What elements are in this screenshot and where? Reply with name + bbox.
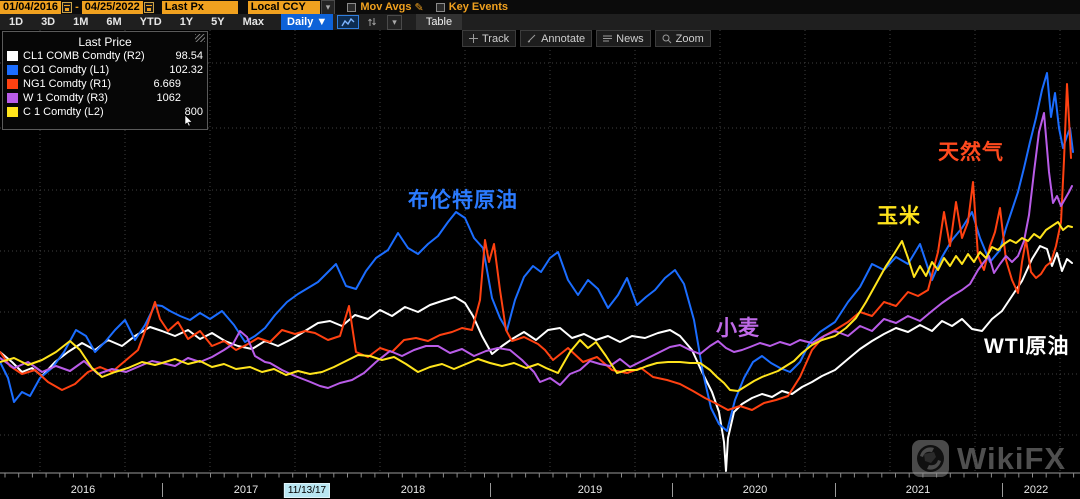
range-3d-button[interactable]: 3D bbox=[41, 16, 56, 28]
key-events-label[interactable]: Key Events bbox=[448, 1, 508, 13]
currency-caret-button[interactable]: ▾ bbox=[320, 0, 336, 15]
range-max-button[interactable]: Max bbox=[242, 16, 265, 28]
legend-row-co1[interactable]: CO1 Comdty (L1) 102.32 bbox=[3, 63, 207, 77]
cl1-label: CL1 COMB Comdty (R2) bbox=[23, 50, 145, 62]
range-5y-button[interactable]: 5Y bbox=[211, 16, 225, 28]
zoom-magnifier-icon bbox=[662, 34, 672, 43]
range-6m-button[interactable]: 6M bbox=[106, 16, 122, 28]
range-ytd-button[interactable]: YTD bbox=[139, 16, 162, 28]
co1-last-price: 102.32 bbox=[169, 64, 203, 76]
legend-resize-handle[interactable] bbox=[195, 34, 205, 42]
cl1-last-price: 98.54 bbox=[175, 50, 203, 62]
news-label: News bbox=[616, 32, 644, 45]
w1-label: W 1 Comdty (R3) bbox=[23, 92, 108, 104]
news-button[interactable]: News bbox=[596, 30, 651, 47]
c1-color-swatch bbox=[7, 107, 18, 117]
zoom-button[interactable]: Zoom bbox=[654, 30, 711, 47]
line-chart-type-icon[interactable] bbox=[337, 15, 360, 29]
range-1m-button[interactable]: 1M bbox=[73, 16, 89, 28]
cl1-color-swatch bbox=[7, 51, 18, 61]
annotate-pencil-icon bbox=[527, 34, 536, 43]
c1-last-price: 800 bbox=[184, 106, 203, 118]
compare-arrows-icon[interactable] bbox=[363, 15, 381, 29]
legend-row-c1[interactable]: C 1 Comdty (L2) 800 bbox=[3, 105, 207, 119]
legend-panel[interactable]: Last Price CL1 COMB Comdty (R2) 98.54 CO… bbox=[2, 31, 208, 130]
track-label: Track bbox=[482, 32, 510, 45]
w1-color-swatch bbox=[7, 93, 18, 103]
co1-label: CO1 Comdty (L1) bbox=[23, 64, 110, 76]
date-end-field[interactable]: 04/25/2022 bbox=[81, 0, 143, 14]
legend-row-w1[interactable]: W 1 Comdty (R3) 1062 bbox=[3, 91, 207, 105]
range-1d-button[interactable]: 1D bbox=[9, 16, 24, 28]
date-start-field[interactable]: 01/04/2016 bbox=[0, 0, 62, 14]
toolbar-row-2: 1D 3D 1M 6M YTD 1Y 5Y Max Daily ▼ ▾ Tabl… bbox=[0, 14, 1080, 30]
w1-last-price: 1062 bbox=[156, 92, 181, 104]
price-field-dropdown[interactable]: Last Px bbox=[161, 0, 238, 14]
c1-label: C 1 Comdty (L2) bbox=[23, 106, 104, 118]
table-button[interactable]: Table bbox=[415, 14, 463, 30]
period-dropdown[interactable]: Daily ▼ bbox=[281, 14, 334, 30]
annotate-button[interactable]: Annotate bbox=[520, 30, 593, 47]
co1-color-swatch bbox=[7, 65, 18, 75]
mov-avgs-checkbox[interactable] bbox=[347, 2, 357, 12]
news-lines-icon bbox=[603, 35, 613, 42]
track-button[interactable]: Track bbox=[462, 30, 517, 47]
pencil-icon[interactable]: ✎ bbox=[414, 1, 424, 14]
wikifx-logo-icon bbox=[912, 440, 949, 477]
toolbar-row-1: 01/04/2016 - 04/25/2022 Last Px Local CC… bbox=[0, 0, 1080, 15]
ng1-label: NG1 Comdty (R1) bbox=[23, 78, 112, 90]
ng1-color-swatch bbox=[7, 79, 18, 89]
legend-row-ng1[interactable]: NG1 Comdty (R1) 6.669 bbox=[3, 77, 207, 91]
track-crosshair-icon bbox=[469, 34, 478, 43]
chart-tools-bar: Track Annotate News Zoom bbox=[462, 30, 711, 47]
mouse-cursor-icon bbox=[184, 115, 193, 126]
annotate-label: Annotate bbox=[541, 32, 586, 45]
currency-dropdown[interactable]: Local CCY bbox=[247, 0, 320, 14]
range-1y-button[interactable]: 1Y bbox=[179, 16, 194, 28]
mov-avgs-label[interactable]: Mov Avgs bbox=[360, 1, 412, 13]
calendar-icon[interactable] bbox=[143, 1, 154, 13]
zoom-label: Zoom bbox=[675, 32, 704, 45]
date-range-separator: - bbox=[75, 1, 79, 13]
ng1-last-price: 6.669 bbox=[153, 78, 181, 90]
legend-title: Last Price bbox=[78, 35, 132, 49]
legend-row-cl1[interactable]: CL1 COMB Comdty (R2) 98.54 bbox=[3, 49, 207, 63]
chart-options-caret-button[interactable]: ▾ bbox=[387, 14, 402, 30]
key-events-checkbox[interactable] bbox=[435, 2, 445, 12]
calendar-icon[interactable] bbox=[62, 1, 73, 13]
